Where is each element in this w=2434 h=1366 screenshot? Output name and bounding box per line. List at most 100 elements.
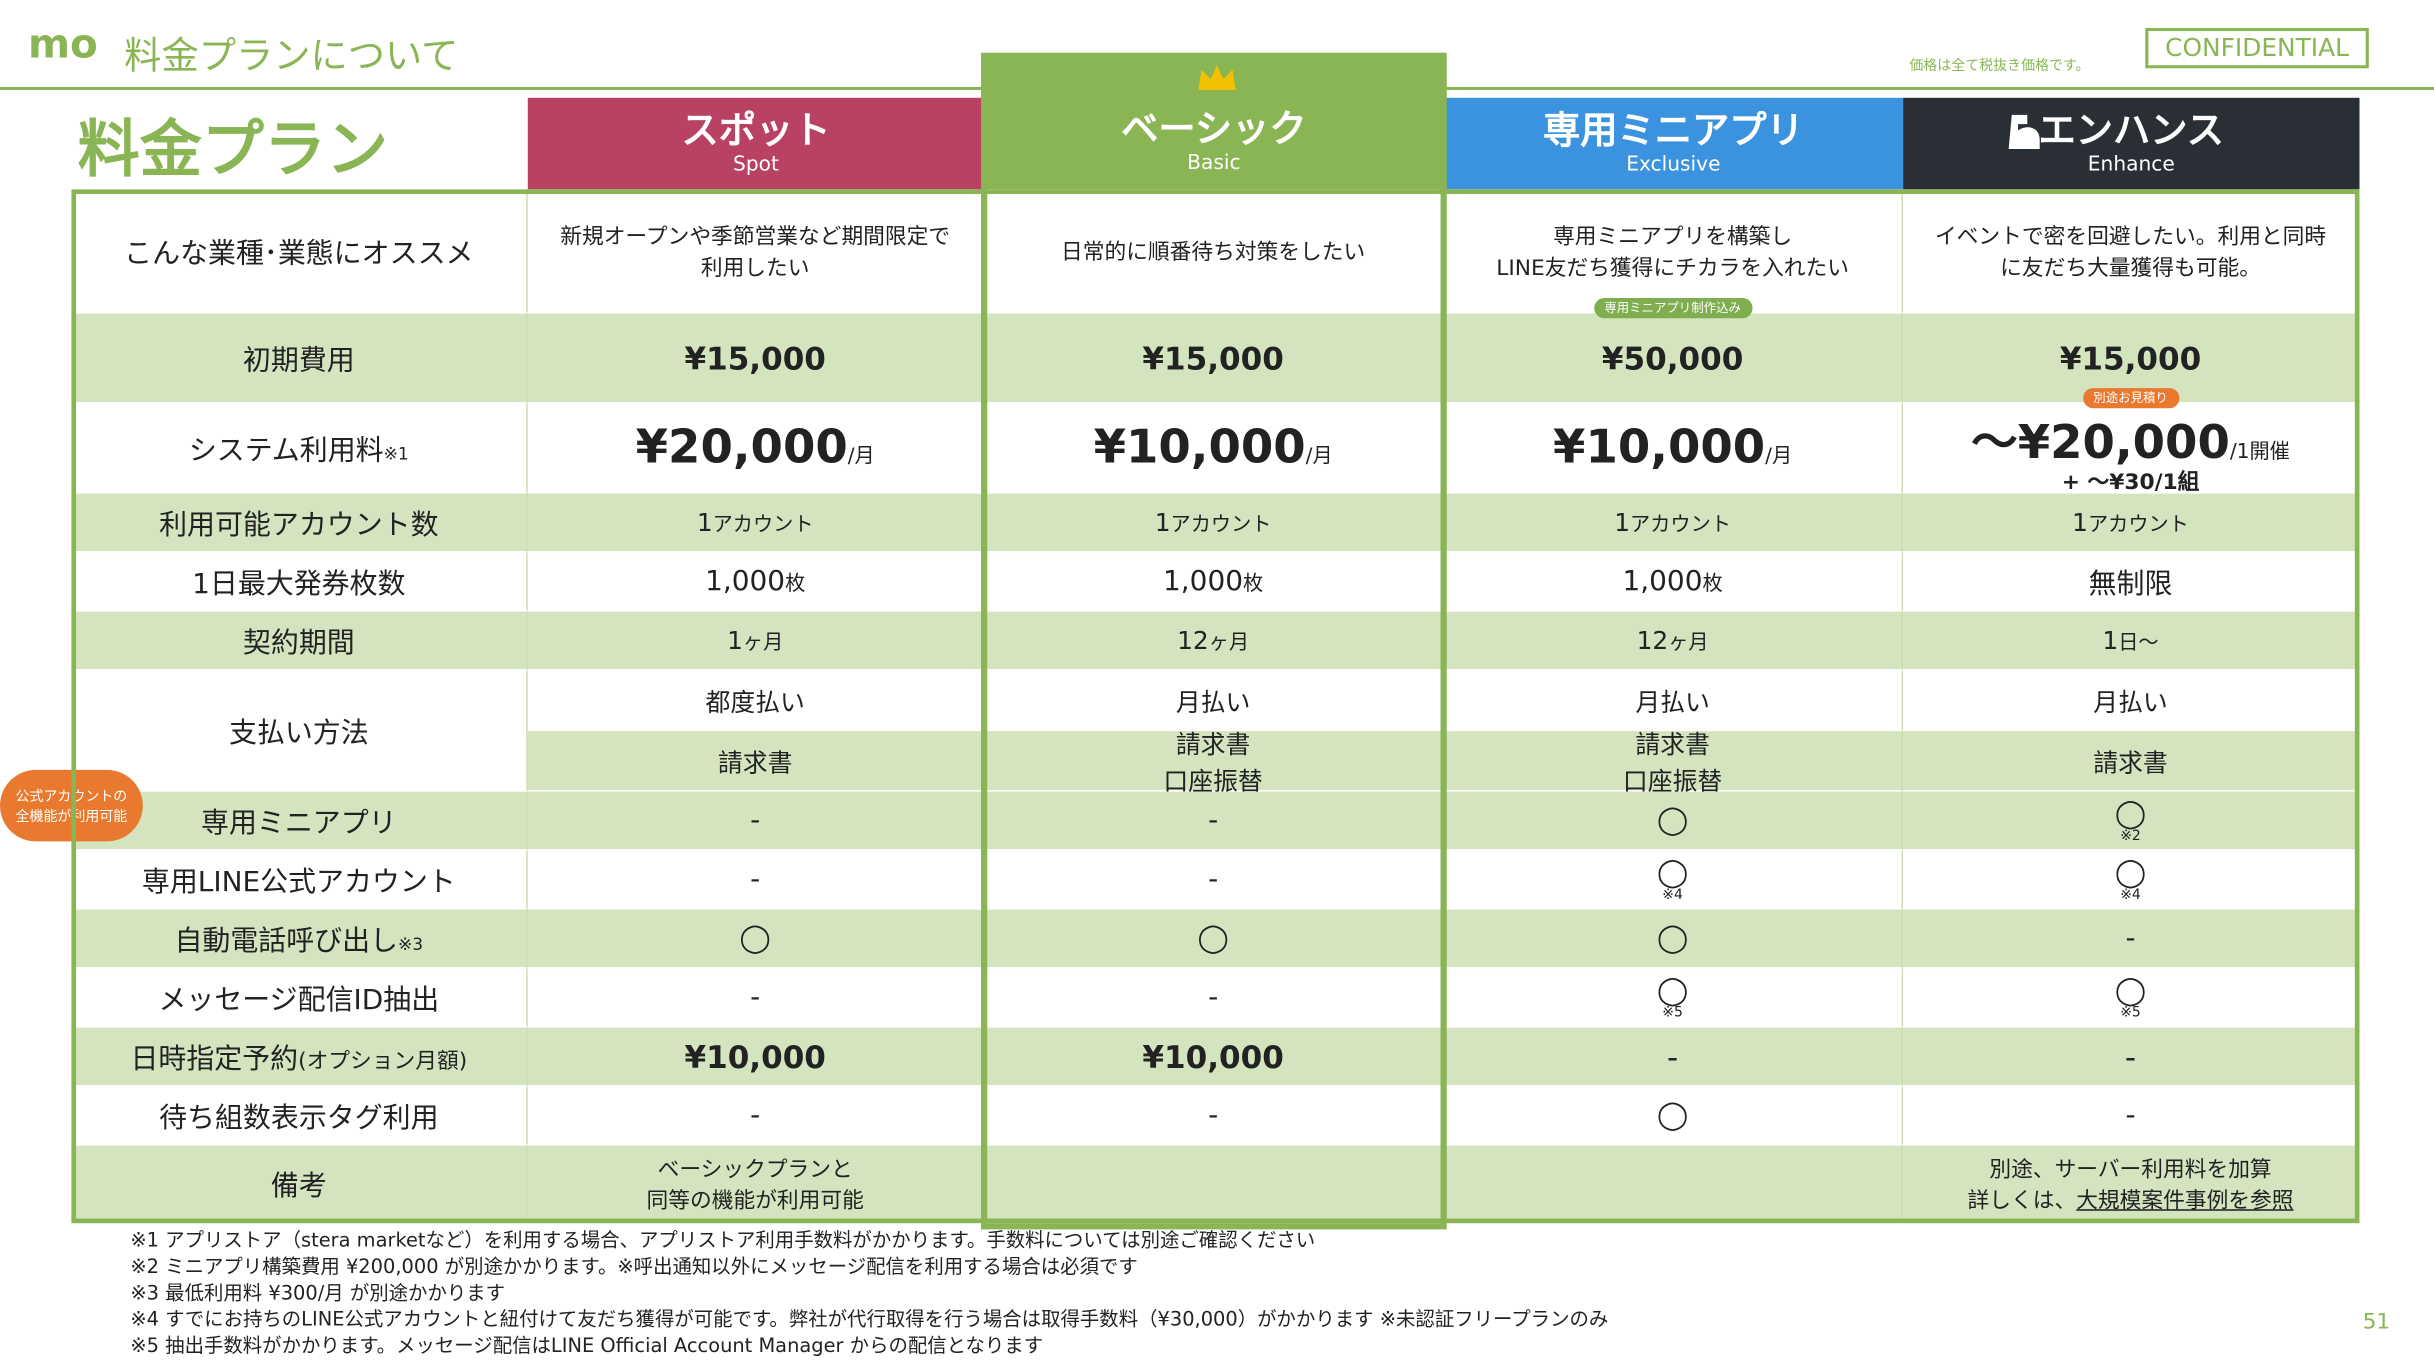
plan-subname: Spot bbox=[733, 153, 779, 177]
cell-line: ◯ bbox=[1657, 1099, 1688, 1132]
plan-name: 専用ミニアプリ bbox=[1542, 108, 1804, 153]
cell-value: - bbox=[750, 863, 761, 896]
row-label-line: 1日最大発券枚数 bbox=[192, 561, 405, 601]
cell-line: 専用ミニアプリを構築し LINE友だち獲得にチカラを入れたい bbox=[1496, 220, 1849, 282]
row-label-text: 1日最大発券枚数 bbox=[192, 567, 406, 600]
row-label-text: 専用ミニアプリ bbox=[201, 806, 397, 840]
table-cell: ◯ bbox=[1443, 1086, 1904, 1146]
cell-line: - bbox=[1208, 981, 1218, 1014]
cell-value: ¥20,000 bbox=[635, 420, 848, 475]
cell-value: ◯ bbox=[1197, 922, 1229, 955]
cell-line: - bbox=[750, 981, 760, 1014]
cell-value: 1 bbox=[1614, 507, 1631, 538]
table-cell: ¥10,000/月 bbox=[1443, 403, 1904, 494]
cell-value: ¥10,000 bbox=[684, 1037, 826, 1075]
row-label-text: 専用LINE公式アカウント bbox=[141, 865, 456, 898]
cell-value: - bbox=[1667, 1037, 1679, 1075]
cell-line: 1,000枚 bbox=[1163, 565, 1263, 598]
table-cell: 月払い bbox=[984, 670, 1444, 732]
cell-line: - bbox=[1667, 1038, 1678, 1075]
muscle-icon bbox=[2008, 114, 2040, 150]
cell-value: ◯ bbox=[1656, 856, 1689, 889]
table-cell: - bbox=[527, 968, 985, 1028]
cell-line: ¥10,000/月 bbox=[1094, 421, 1333, 475]
table-cell: 月払い bbox=[1903, 670, 2360, 732]
footnote: ※3 最低利用料 ¥300/月 が別途かかります bbox=[130, 1280, 506, 1304]
row-label-line: 支払い方法 bbox=[229, 710, 369, 750]
cell-value: 月払い bbox=[1175, 687, 1251, 718]
cell-line: ◯ bbox=[1657, 804, 1688, 837]
cell-line: ¥50,000 bbox=[1602, 339, 1743, 376]
cell-value: 専用ミニアプリを構築し LINE友だち獲得にチカラを入れたい bbox=[1496, 224, 1849, 281]
cell-unit: 枚 bbox=[1702, 572, 1723, 597]
table-border bbox=[71, 189, 2360, 1224]
plan-subname: Exclusive bbox=[1626, 153, 1721, 177]
row-label-note: ※3 bbox=[397, 933, 424, 954]
table-cell: 1,000枚 bbox=[527, 552, 985, 612]
table-cell: ¥15,000 bbox=[984, 313, 1444, 404]
cell-value: - bbox=[750, 981, 761, 1014]
cell-value: - bbox=[1208, 1099, 1219, 1132]
cell-value: 1 bbox=[2102, 625, 2119, 656]
cell-value: - bbox=[1208, 981, 1219, 1014]
cell-line: ◯ bbox=[2115, 797, 2146, 830]
cell-line: ◯ bbox=[1657, 922, 1688, 955]
cell-line: ¥10,000 bbox=[684, 1038, 825, 1075]
cell-value: ¥15,000 bbox=[1142, 339, 1284, 377]
cell-value: ¥10,000 bbox=[1142, 1037, 1284, 1075]
cell-unit: アカウント bbox=[1170, 513, 1272, 538]
cell-value: - bbox=[2124, 1037, 2137, 1075]
table-cell: ¥10,000/月 bbox=[984, 403, 1444, 494]
table-cell: ◯ ※2 bbox=[1903, 791, 2360, 851]
row-label-line: 日時指定予約(オプション月額) bbox=[130, 1036, 467, 1076]
row-label: こんな業種･業態にオススメ bbox=[71, 189, 528, 314]
table-cell: 1ヶ月 bbox=[527, 611, 985, 671]
cell-line: 月払い bbox=[1176, 681, 1251, 718]
table-cell: 1アカウント bbox=[1903, 493, 2360, 553]
table-cell: ¥10,000 bbox=[527, 1027, 985, 1087]
table-cell bbox=[1443, 1145, 1904, 1224]
plan-name: エンハンス bbox=[2038, 108, 2225, 153]
table-cell: - bbox=[984, 791, 1444, 851]
table-cell: - bbox=[527, 850, 985, 910]
cell-line: ¥15,000 bbox=[2060, 339, 2201, 376]
cell-value: 請求書 bbox=[717, 748, 793, 778]
row-label-text: 自動電話呼び出し bbox=[174, 924, 398, 957]
row-label-line: こんな業種･業態にオススメ bbox=[124, 231, 473, 271]
row-label-note: ※1 bbox=[383, 443, 409, 464]
cell-line: ◯ bbox=[2115, 974, 2146, 1007]
table-cell: - bbox=[527, 1086, 985, 1146]
table-cell: - bbox=[1443, 1027, 1904, 1087]
plan-subname: Basic bbox=[1187, 152, 1241, 176]
table-cell: ◯ ※5 bbox=[1903, 968, 2360, 1028]
row-label-text: 初期費用 bbox=[242, 343, 355, 377]
plan-header: スポット Spot bbox=[527, 97, 985, 190]
cell-value: - bbox=[2125, 922, 2136, 955]
row-label-line: メッセージ配信ID抽出 bbox=[158, 977, 439, 1017]
cell-line: 1アカウント bbox=[1155, 508, 1272, 537]
row-label-line: 自動電話呼び出し※3 bbox=[174, 918, 423, 958]
cell-line: ◯ bbox=[1657, 856, 1688, 889]
cell-value: 1 bbox=[727, 625, 743, 656]
cell-line: 日常的に順番待ち対策をしたい bbox=[1061, 235, 1365, 266]
table-cell: 都度払い bbox=[527, 670, 985, 732]
cell-line: 12ヶ月 bbox=[1637, 626, 1709, 655]
cell-value: - bbox=[750, 804, 761, 837]
cell-value: 新規オープンや季節営業など期間限定で 利用したい bbox=[560, 224, 951, 281]
cell-line: 12ヶ月 bbox=[1177, 626, 1249, 655]
table-cell: 1アカウント bbox=[1443, 493, 1904, 553]
row-label-line: 備考 bbox=[271, 1163, 327, 1203]
tax-note: 価格は全て税抜き価格です。 bbox=[1909, 58, 2090, 75]
cell-line: ◯ bbox=[1197, 922, 1228, 955]
cell-line: 月払い bbox=[2093, 681, 2168, 718]
cell-value: 1 bbox=[1154, 507, 1171, 538]
table-cell: ¥15,000 bbox=[1903, 313, 2360, 404]
row-label: 自動電話呼び出し※3 bbox=[71, 909, 528, 969]
row-label-text: 備考 bbox=[270, 1169, 327, 1203]
row-label-line: 専用LINE公式アカウント bbox=[142, 859, 456, 899]
table-cell: ¥20,000/月 bbox=[527, 403, 985, 494]
table-cell: ◯ bbox=[527, 909, 985, 969]
page-number: 51 bbox=[2362, 1310, 2391, 1335]
cell-value: 請求書 口座振替 bbox=[1163, 729, 1263, 797]
